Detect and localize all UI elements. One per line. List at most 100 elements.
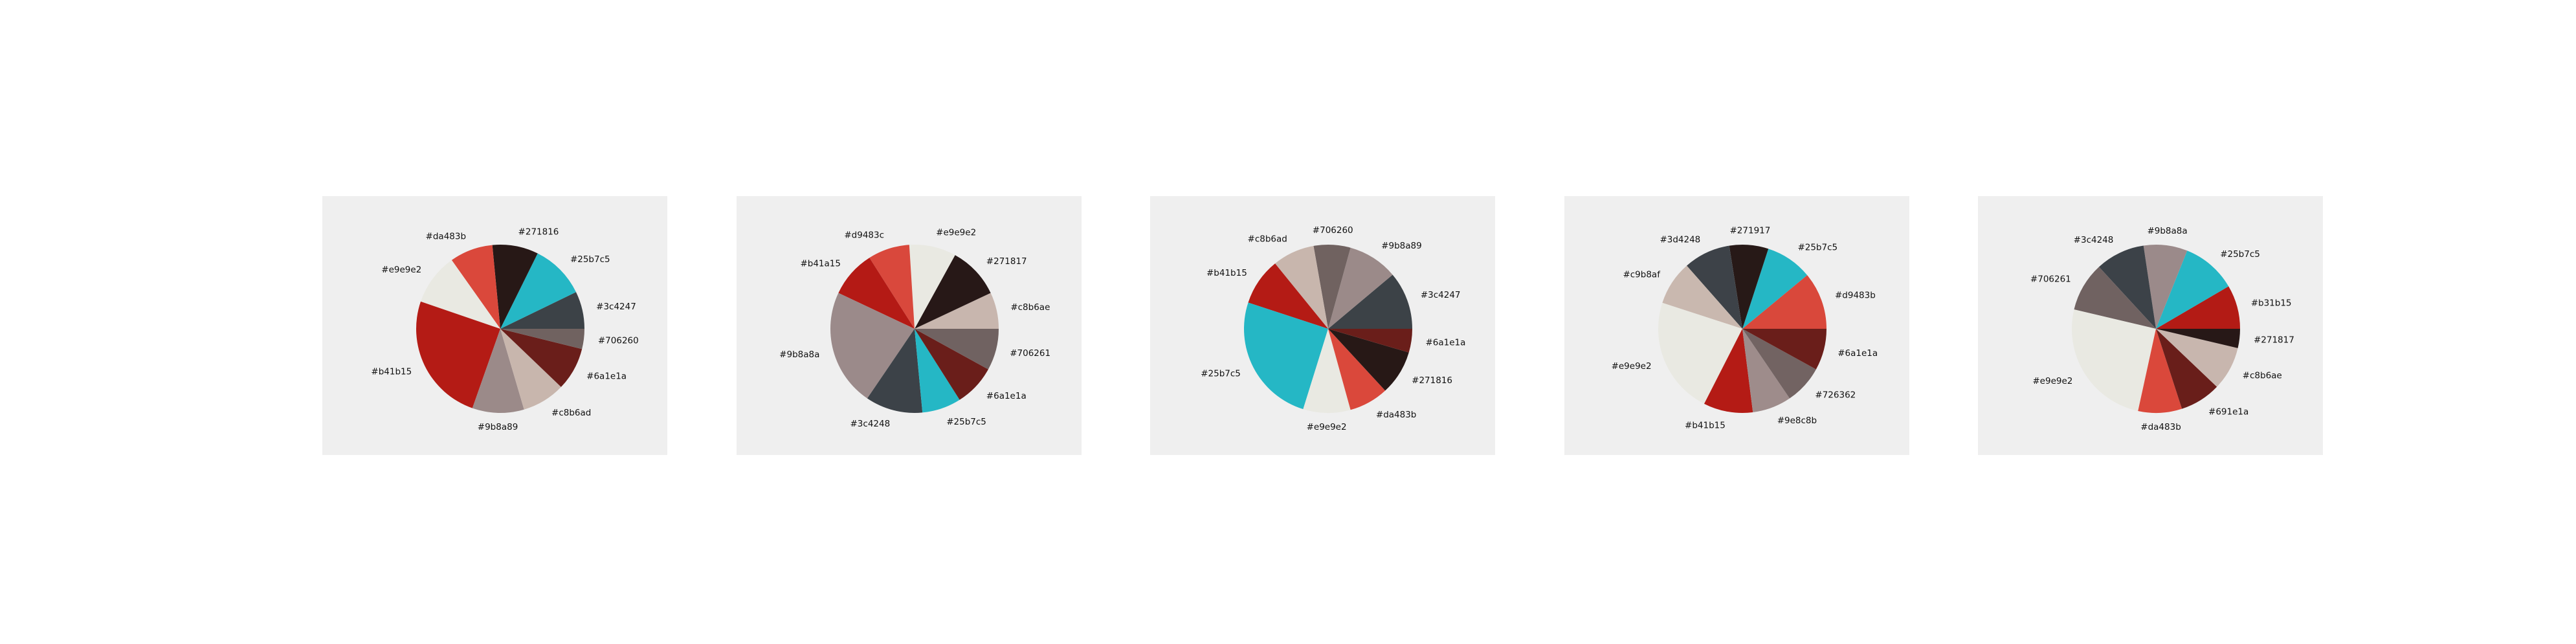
pie-slice-8 — [915, 329, 960, 413]
pie-slice-label-7: #9b8a89 — [478, 422, 518, 432]
pie-slice-label-6: #e9e9e2 — [1612, 361, 1652, 372]
pie-slice-label-7: #da483b — [2140, 422, 2181, 432]
pie-slice-10 — [915, 329, 999, 370]
pie-slice-4 — [869, 245, 915, 329]
pie-slice-9 — [2156, 329, 2238, 387]
pie-slice-10 — [1328, 329, 1412, 353]
pie-slice-10 — [2156, 329, 2240, 348]
pie-slice-2 — [915, 255, 991, 329]
pie-slice-1 — [1742, 275, 1827, 329]
pie-slice-3 — [2143, 245, 2188, 329]
pie-slice-5 — [1662, 265, 1742, 329]
pie-slice-9 — [1328, 329, 1409, 391]
pie-slice-label-6: #9b8a8a — [779, 350, 819, 360]
pie-slice-label-6: #25b7c5 — [1201, 369, 1241, 379]
pie-slice-label-2: #9b8a89 — [1381, 241, 1422, 251]
pie-slice-label-4: #3d4248 — [1660, 234, 1700, 245]
pie-slice-1 — [915, 293, 999, 329]
pie-slice-label-5: #b41a15 — [800, 258, 841, 269]
pie-chart-panel-2: #c8b6ae #271817 #e9e9e2 #d9483c #b41a15 #9b8a… — [737, 196, 1082, 455]
pie-slice-label-4: #d9483c — [844, 230, 884, 240]
pie-slice-1 — [2156, 286, 2240, 329]
pie-slice-label-10: #6a1e1a — [1838, 348, 1878, 359]
pie-slice-4 — [1275, 245, 1328, 329]
pie-slice-label-10: #706260 — [598, 335, 639, 346]
pie-slice-7 — [1303, 329, 1351, 414]
pie-slice-label-10: #706261 — [1010, 348, 1050, 359]
pie-slice-9 — [500, 329, 583, 387]
pie-slice-6 — [1658, 302, 1742, 404]
pie-slice-1 — [1328, 274, 1412, 329]
pie-chart-panel-4: #d9483b #25b7c5 #271917 #3d4248 #c9b8af #e9e9… — [1564, 196, 1909, 455]
pie-slice-label-9: #726362 — [1815, 390, 1856, 400]
pie-slice-label-7: #e9e9e2 — [1307, 422, 1347, 432]
pie-slice-label-4: #c8b6ad — [1248, 234, 1287, 245]
pie-slice-label-8: #9e8c8b — [1777, 416, 1817, 426]
pie-slice-6 — [416, 301, 500, 408]
pie-slice-5 — [421, 260, 500, 329]
pie-slice-7 — [867, 329, 923, 413]
pie-slice-8 — [1742, 329, 1790, 412]
pie-slice-label-4: #da483b — [426, 232, 467, 242]
pie-slice-label-1: #c8b6ae — [1010, 302, 1050, 313]
pie-slice-label-3: #9b8a8a — [2147, 226, 2187, 236]
pie-slice-label-6: #e9e9e2 — [2032, 376, 2072, 386]
pie-slice-2 — [2156, 250, 2229, 329]
pie-slice-label-1: #b31b15 — [2251, 298, 2292, 308]
pie-slice-label-8: #25b7c5 — [946, 417, 986, 427]
pie-slice-label-1: #3c4247 — [1421, 290, 1461, 300]
pie-slice-2 — [1328, 247, 1393, 329]
pie-slice-label-5: #e9e9e2 — [381, 265, 421, 275]
pie-slice-label-9: #271816 — [1412, 375, 1452, 386]
pie-chart-4: #d9483b #25b7c5 #271917 #3d4248 #c9b8af #e9e9… — [1612, 225, 1878, 431]
pie-slice-label-3: #271816 — [518, 227, 559, 238]
pie-slice-label-4: #3c4248 — [2074, 235, 2114, 245]
pie-chart-1: #3c4247 #25b7c5 #271816 #da483b #e9e9e2 #b41b… — [371, 227, 639, 432]
pie-slice-label-8: #c8b6ad — [551, 408, 591, 418]
pie-slice-5 — [2074, 267, 2156, 329]
pie-slice-label-3: #e9e9e2 — [936, 228, 976, 238]
pie-slice-3 — [909, 245, 955, 329]
pie-slice-label-5: #c9b8af — [1623, 270, 1661, 280]
pie-slice-6 — [2072, 309, 2156, 412]
pie-slice-1 — [500, 292, 584, 329]
pie-slice-8 — [1328, 329, 1386, 410]
pie-slice-7 — [2138, 329, 2182, 414]
pie-chart-panel-1: #3c4247 #25b7c5 #271816 #da483b #e9e9e2 #b41b… — [322, 196, 667, 455]
pie-chart-5: #b31b15 #25b7c5 #9b8a8a #3c4248 #706261 #e9e9… — [2030, 226, 2294, 432]
pie-slice-label-2: #271817 — [986, 256, 1027, 267]
pie-chart-2: #c8b6ae #271817 #e9e9e2 #d9483c #b41a15 #9b8a… — [779, 228, 1050, 430]
pie-slice-label-3: #706260 — [1313, 225, 1353, 236]
pie-slice-label-9: #6a1e1a — [586, 371, 627, 381]
pie-slice-label-10: #6a1e1a — [1425, 338, 1465, 348]
pie-slice-label-3: #271917 — [1730, 225, 1771, 236]
pie-slice-label-8: #da483b — [1376, 410, 1417, 420]
pie-slice-6 — [830, 293, 915, 399]
pie-chart-3: #3c4247 #9b8a89 #706260 #c8b6ad #b41b15 #25b7… — [1201, 225, 1465, 432]
pie-slice-3 — [1313, 244, 1351, 329]
pie-slice-4 — [451, 245, 500, 329]
pie-slice-label-7: #3c4248 — [850, 419, 891, 429]
pie-slice-7 — [472, 329, 524, 413]
pie-slice-label-8: #691e1a — [2208, 407, 2248, 417]
pie-slice-label-2: #25b7c5 — [1797, 242, 1838, 252]
pie-slice-3 — [492, 244, 538, 329]
pie-slice-6 — [1243, 302, 1328, 410]
pie-slice-label-7: #b41b15 — [1685, 421, 1726, 431]
pie-slice-label-5: #706261 — [2030, 274, 2071, 284]
pie-slice-label-1: #3c4247 — [596, 302, 636, 312]
pie-slice-4 — [2098, 245, 2156, 329]
pie-slice-label-6: #b41b15 — [371, 366, 412, 377]
pie-slice-8 — [500, 329, 561, 410]
pie-slice-10 — [500, 329, 584, 350]
pie-slice-label-9: #c8b6ae — [2243, 370, 2282, 381]
pie-slice-label-2: #25b7c5 — [570, 254, 610, 265]
pie-slice-5 — [1248, 263, 1328, 329]
pie-slice-9 — [1742, 329, 1816, 399]
pie-slice-label-10: #271817 — [2254, 335, 2294, 346]
pie-slice-label-5: #b41b15 — [1206, 268, 1247, 278]
pie-slice-label-2: #25b7c5 — [2220, 249, 2260, 260]
pie-slice-2 — [500, 253, 576, 329]
pie-slice-2 — [1742, 249, 1808, 329]
pie-slice-5 — [838, 258, 915, 329]
